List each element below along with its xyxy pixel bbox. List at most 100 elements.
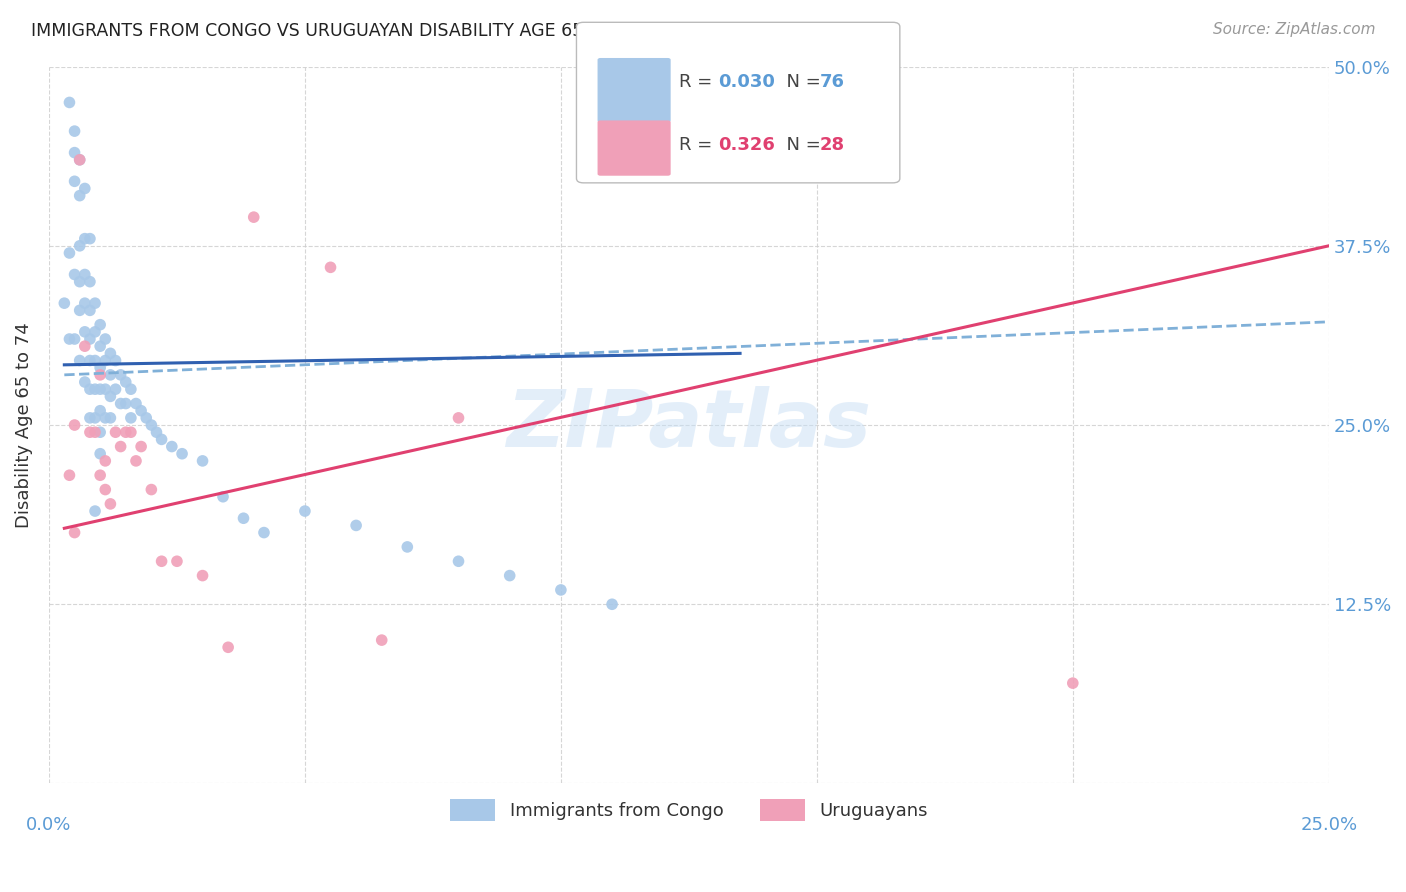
Point	[84, 504, 107, 518]
Point	[89, 447, 111, 461]
Point	[73, 268, 96, 282]
Point	[79, 275, 101, 289]
Point	[114, 375, 136, 389]
Point	[53, 296, 76, 310]
Point	[63, 124, 86, 138]
Point	[89, 425, 111, 440]
Text: N =: N =	[775, 73, 827, 91]
Point	[94, 410, 117, 425]
Point	[89, 368, 111, 382]
Point	[69, 303, 91, 318]
Point	[129, 403, 152, 417]
Text: IMMIGRANTS FROM CONGO VS URUGUAYAN DISABILITY AGE 65 TO 74 CORRELATION CHART: IMMIGRANTS FROM CONGO VS URUGUAYAN DISAB…	[31, 22, 835, 40]
Point	[79, 410, 101, 425]
Text: 76: 76	[820, 73, 845, 91]
Point	[191, 568, 214, 582]
Point	[69, 239, 91, 253]
Point	[212, 490, 235, 504]
Point	[120, 425, 142, 440]
Point	[447, 410, 470, 425]
Point	[135, 410, 157, 425]
Point	[253, 525, 276, 540]
Point	[63, 332, 86, 346]
Point	[600, 597, 623, 611]
Point	[79, 232, 101, 246]
Point	[58, 95, 80, 110]
Point	[120, 382, 142, 396]
Point	[120, 410, 142, 425]
Point	[94, 353, 117, 368]
Text: ZIPatlas: ZIPatlas	[506, 386, 872, 464]
Text: 25.0%: 25.0%	[1301, 816, 1357, 834]
Point	[100, 410, 122, 425]
Point	[84, 325, 107, 339]
Text: 0.030: 0.030	[718, 73, 775, 91]
Point	[79, 353, 101, 368]
Point	[89, 403, 111, 417]
Point	[114, 396, 136, 410]
Point	[141, 483, 163, 497]
Point	[84, 296, 107, 310]
Point	[370, 633, 392, 648]
Point	[58, 468, 80, 483]
Point	[89, 339, 111, 353]
Point	[89, 360, 111, 375]
Point	[94, 382, 117, 396]
Point	[58, 246, 80, 260]
Text: 0.0%: 0.0%	[27, 816, 72, 834]
Point	[294, 504, 316, 518]
Point	[63, 525, 86, 540]
Point	[114, 425, 136, 440]
Point	[447, 554, 470, 568]
Point	[73, 232, 96, 246]
Point	[73, 181, 96, 195]
Text: N =: N =	[775, 136, 827, 153]
Point	[69, 188, 91, 202]
Text: Source: ZipAtlas.com: Source: ZipAtlas.com	[1212, 22, 1375, 37]
Point	[73, 325, 96, 339]
Point	[104, 425, 127, 440]
Point	[63, 418, 86, 433]
Point	[104, 353, 127, 368]
Point	[79, 332, 101, 346]
Point	[69, 153, 91, 167]
Text: 0.326: 0.326	[718, 136, 775, 153]
Point	[100, 368, 122, 382]
Point	[69, 275, 91, 289]
Point	[550, 582, 572, 597]
Point	[94, 483, 117, 497]
Point	[84, 410, 107, 425]
Point	[73, 375, 96, 389]
Point	[191, 454, 214, 468]
Point	[150, 433, 173, 447]
Point	[145, 425, 167, 440]
Text: 28: 28	[820, 136, 845, 153]
Point	[319, 260, 342, 275]
Point	[73, 296, 96, 310]
Point	[84, 425, 107, 440]
Point	[89, 382, 111, 396]
Point	[160, 440, 183, 454]
Point	[141, 418, 163, 433]
Point	[125, 454, 148, 468]
Point	[129, 440, 152, 454]
Point	[242, 210, 264, 224]
Point	[150, 554, 173, 568]
Point	[100, 497, 122, 511]
Y-axis label: Disability Age 65 to 74: Disability Age 65 to 74	[15, 322, 32, 528]
Point	[396, 540, 419, 554]
Point	[499, 568, 522, 582]
Point	[104, 382, 127, 396]
Point	[217, 640, 239, 655]
Point	[94, 454, 117, 468]
Text: R =: R =	[679, 73, 718, 91]
Point	[110, 440, 132, 454]
Point	[63, 145, 86, 160]
Point	[79, 303, 101, 318]
Point	[94, 332, 117, 346]
Point	[110, 368, 132, 382]
Point	[69, 153, 91, 167]
Text: R =: R =	[679, 136, 718, 153]
Point	[84, 382, 107, 396]
Point	[232, 511, 254, 525]
